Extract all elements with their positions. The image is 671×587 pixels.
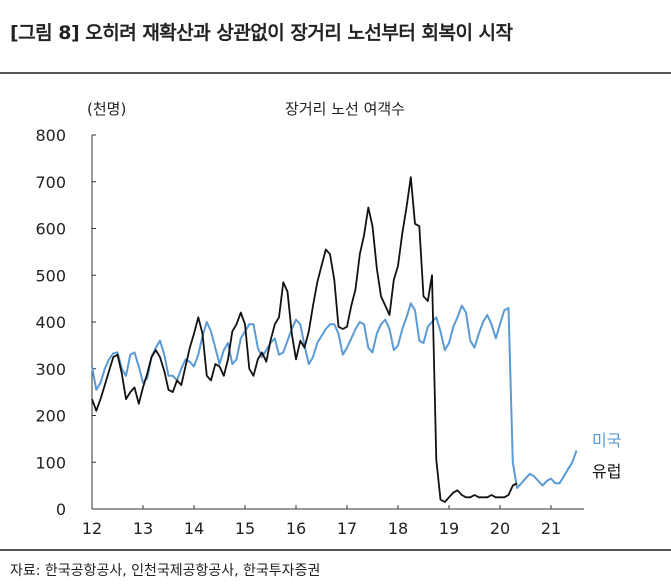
y-tick-label: 300 bbox=[35, 360, 66, 379]
y-tick-label: 400 bbox=[35, 313, 66, 332]
y-tick-label: 800 bbox=[35, 126, 66, 145]
x-tick-label: 18 bbox=[388, 519, 408, 538]
x-tick-label: 19 bbox=[439, 519, 459, 538]
y-tick-label: 0 bbox=[56, 500, 66, 519]
y-tick-label: 600 bbox=[35, 220, 66, 239]
y-tick-label: 200 bbox=[35, 407, 66, 426]
x-tick-label: 21 bbox=[541, 519, 561, 538]
y-tick-label: 100 bbox=[35, 453, 66, 472]
chart-title: 장거리 노선 여객수 bbox=[285, 100, 405, 118]
source-rule bbox=[0, 549, 671, 551]
y-axis-unit: (천명) bbox=[87, 100, 126, 118]
y-tick-label: 700 bbox=[35, 173, 66, 192]
x-tick-label: 13 bbox=[133, 519, 153, 538]
legend-label-usa: 미국 bbox=[592, 431, 621, 450]
x-tick-label: 15 bbox=[235, 519, 255, 538]
y-tick-label: 500 bbox=[35, 266, 66, 285]
x-tick-label: 16 bbox=[286, 519, 306, 538]
title-rule bbox=[0, 72, 671, 74]
x-tick-label: 14 bbox=[184, 519, 204, 538]
legend-label-europe: 유럽 bbox=[592, 462, 621, 481]
x-tick-label: 20 bbox=[490, 519, 510, 538]
x-tick-label: 12 bbox=[82, 519, 102, 538]
x-tick-label: 17 bbox=[337, 519, 357, 538]
series-line-usa bbox=[91, 302, 578, 489]
series-line-europe bbox=[91, 176, 518, 503]
figure-title: [그림 8] 오히려 재확산과 상관없이 장거리 노선부터 회복이 시작 bbox=[10, 22, 513, 44]
source-note: 자료: 한국공항공사, 인천국제공항공사, 한국투자증권 bbox=[10, 563, 321, 579]
